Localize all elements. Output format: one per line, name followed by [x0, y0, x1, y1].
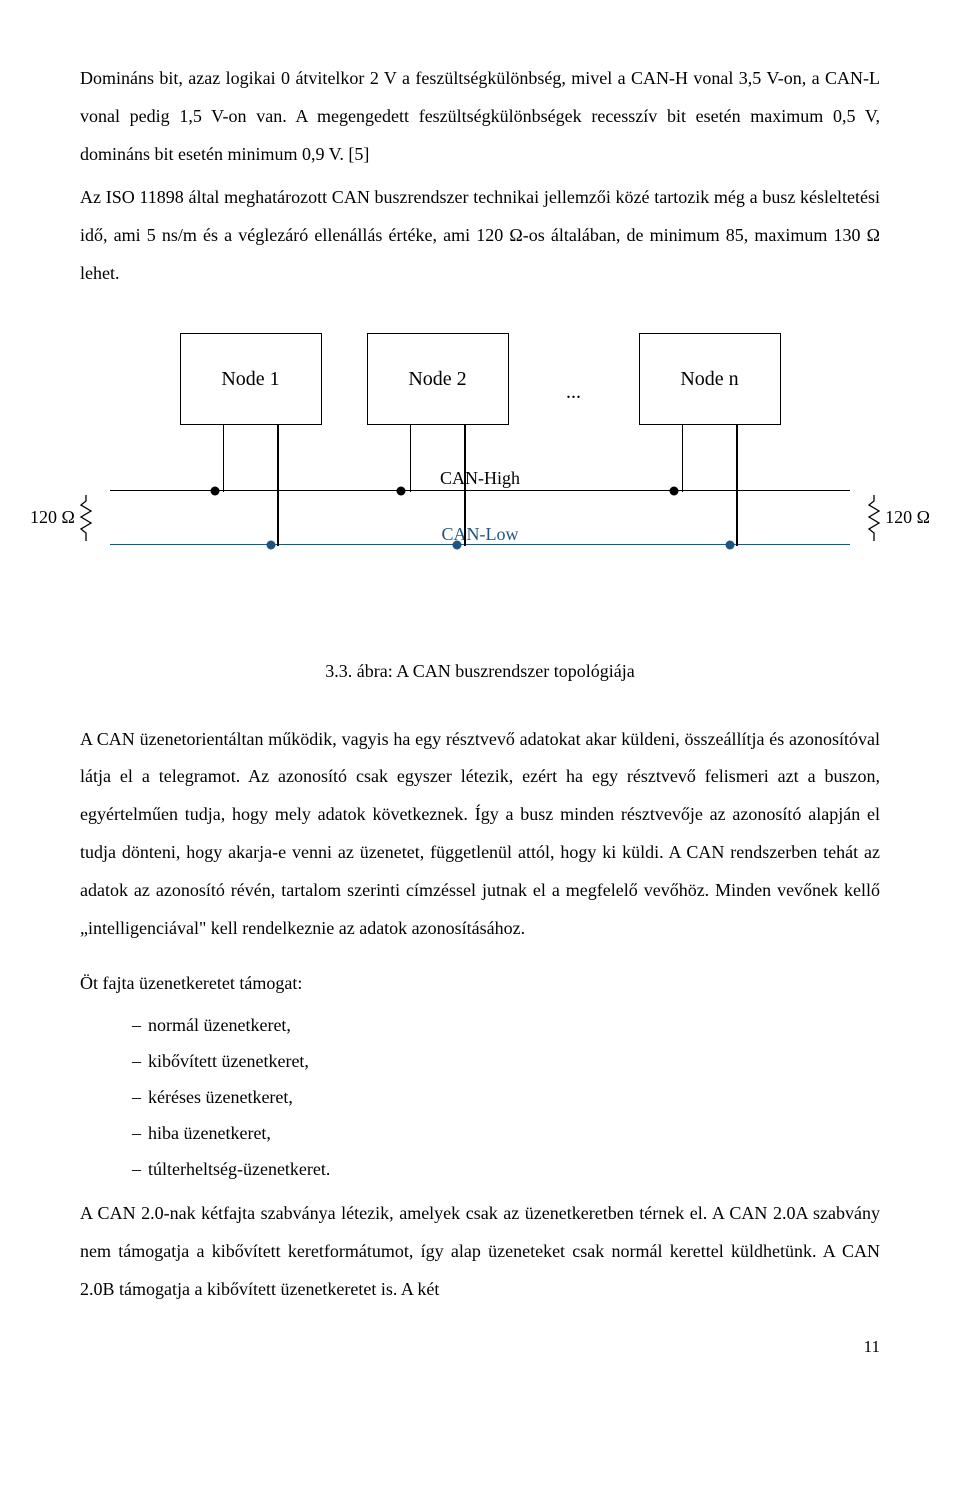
resistor-icon [79, 495, 93, 541]
page-number: 11 [80, 1329, 880, 1365]
junction-dot [211, 486, 220, 495]
list-item: kibővített üzenetkeret, [132, 1043, 880, 1079]
figure-caption: 3.3. ábra: A CAN buszrendszer topológiáj… [80, 653, 880, 691]
list-item: hiba üzenetkeret, [132, 1115, 880, 1151]
junction-dot [670, 486, 679, 495]
resistor-right-label: 120 Ω [885, 499, 930, 537]
list-heading: Öt fajta üzenetkeretet támogat: [80, 965, 880, 1003]
node-2-box: Node 2 [367, 333, 509, 425]
paragraph-4: A CAN 2.0-nak kétfajta szabványa létezik… [80, 1195, 880, 1308]
node-n-label: Node n [680, 358, 738, 400]
paragraph-1: Domináns bit, azaz logikai 0 átvitelkor … [80, 60, 880, 173]
junction-dot [453, 540, 462, 549]
junction-dot [397, 486, 406, 495]
can-bus-diagram: Node 1 Node 2 ... Node n CAN-High CAN-Lo… [80, 333, 880, 633]
junction-dot [726, 540, 735, 549]
wire [682, 424, 684, 492]
paragraph-3: A CAN üzenetorientáltan működik, vagyis … [80, 721, 880, 948]
wire [223, 424, 225, 492]
node-n-box: Node n [639, 333, 781, 425]
list-item: kéréses üzenetkeret, [132, 1079, 880, 1115]
wire [736, 424, 738, 546]
node-1-box: Node 1 [180, 333, 322, 425]
wire [410, 424, 412, 492]
wire [277, 424, 279, 546]
message-types-list: normál üzenetkeret, kibővített üzenetker… [80, 1007, 880, 1187]
list-item: normál üzenetkeret, [132, 1007, 880, 1043]
list-item: túlterheltség-üzenetkeret. [132, 1151, 880, 1187]
resistor-left: 120 Ω [30, 495, 93, 541]
node-1-label: Node 1 [221, 358, 279, 400]
resistor-right: 120 Ω [867, 495, 930, 541]
wire [464, 424, 466, 546]
junction-dot [267, 540, 276, 549]
node-2-label: Node 2 [408, 358, 466, 400]
can-high-label: CAN-High [440, 460, 520, 498]
ellipsis: ... [554, 333, 594, 425]
resistor-left-label: 120 Ω [30, 499, 75, 537]
resistor-icon [867, 495, 881, 541]
can-high-line [110, 490, 850, 492]
paragraph-2: Az ISO 11898 által meghatározott CAN bus… [80, 179, 880, 292]
